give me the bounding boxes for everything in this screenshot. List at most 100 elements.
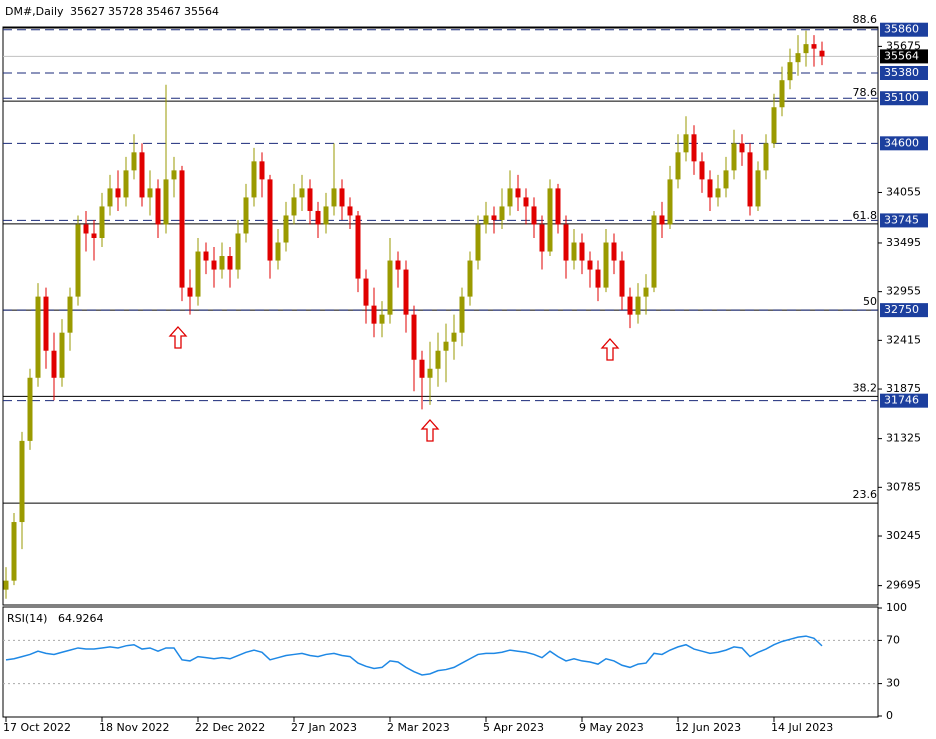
candle-body xyxy=(635,296,641,315)
candle-body xyxy=(723,170,729,189)
level-box xyxy=(880,136,928,151)
candle-body xyxy=(659,215,665,225)
candle-body xyxy=(139,152,145,198)
fib-label: 23.6 xyxy=(853,488,878,501)
candle-body xyxy=(387,260,393,315)
candle-body xyxy=(563,224,569,261)
last-open: 35627 xyxy=(70,5,105,18)
candle-body xyxy=(747,152,753,207)
candle-body xyxy=(507,188,513,207)
y-tick-label: 32955 xyxy=(886,285,921,298)
y-tick-label: 30785 xyxy=(886,480,921,493)
candle-body xyxy=(763,143,769,171)
candle-body xyxy=(731,143,737,171)
candle-body xyxy=(355,215,361,279)
candle-body xyxy=(739,143,745,153)
level-label: 31746 xyxy=(884,394,919,407)
candle-body xyxy=(643,287,649,297)
candle-body xyxy=(99,206,105,239)
candle-body xyxy=(131,152,137,171)
candle-body xyxy=(35,296,41,378)
candle-body xyxy=(771,107,777,144)
y-tick-label: 32415 xyxy=(886,333,921,346)
candle-body xyxy=(187,287,193,297)
level-box xyxy=(880,393,928,408)
candle-body xyxy=(787,62,793,81)
last-close: 35564 xyxy=(184,5,219,18)
candle-body xyxy=(259,161,265,180)
candle-body xyxy=(699,161,705,180)
candle-body xyxy=(83,224,89,234)
candle-body xyxy=(491,215,497,220)
x-tick-label: 22 Dec 2022 xyxy=(195,721,265,734)
y-tick-label: 33495 xyxy=(886,236,921,249)
price-panel xyxy=(2,26,879,606)
level-label: 35860 xyxy=(884,23,919,36)
symbol: DM#,Daily xyxy=(5,5,64,18)
x-tick-label: 9 May 2023 xyxy=(579,721,644,734)
candle-body xyxy=(715,188,721,198)
candle-body xyxy=(331,188,337,207)
arrow xyxy=(600,338,620,361)
candle-body xyxy=(235,233,241,270)
candle-body xyxy=(779,80,785,108)
candle-body xyxy=(67,296,73,333)
rsi-value: 64.9264 xyxy=(58,612,104,625)
y-tick-label: 30 xyxy=(886,677,900,690)
candle-body xyxy=(371,305,377,324)
candle-body xyxy=(523,197,529,207)
candle-body xyxy=(403,269,409,315)
last-price-box xyxy=(880,49,928,64)
candle-body xyxy=(579,242,585,261)
fib-label: 61.8 xyxy=(853,209,878,222)
candle-body xyxy=(811,44,817,49)
candle-body xyxy=(755,170,761,207)
candle-body xyxy=(499,206,505,220)
x-tick-label: 27 Jan 2023 xyxy=(291,721,357,734)
y-tick-label: 70 xyxy=(886,633,900,646)
candle-body xyxy=(251,161,257,198)
x-tick-label: 18 Nov 2022 xyxy=(99,721,169,734)
y-tick-label: 35675 xyxy=(886,39,921,52)
level-label: 35100 xyxy=(884,91,919,104)
level-box xyxy=(880,91,928,106)
candle-body xyxy=(299,188,305,198)
candle-body xyxy=(675,152,681,180)
candle-body xyxy=(43,296,49,351)
x-tick-label: 2 Mar 2023 xyxy=(387,721,450,734)
candle-body xyxy=(611,242,617,261)
candle-body xyxy=(595,269,601,288)
candle-body xyxy=(275,242,281,261)
level-box xyxy=(880,22,928,37)
candle-body xyxy=(547,188,553,252)
candle-body xyxy=(91,233,97,239)
level-label: 35380 xyxy=(884,66,919,79)
candle-body xyxy=(531,206,537,225)
candle-body xyxy=(435,350,441,369)
candle-body xyxy=(19,440,25,523)
y-tick-label: 0 xyxy=(886,709,893,722)
candle-body xyxy=(123,170,129,198)
fib-label: 78.6 xyxy=(853,86,878,99)
candle-body xyxy=(291,197,297,216)
arrow xyxy=(420,419,440,442)
candle-body xyxy=(603,242,609,288)
x-tick-label: 17 Oct 2022 xyxy=(3,721,71,734)
candle-body xyxy=(227,256,233,270)
candle-body xyxy=(571,242,577,261)
fib-label: 88.6 xyxy=(853,13,878,26)
candle-body xyxy=(51,350,57,378)
candle-body xyxy=(307,188,313,211)
rsi-name: RSI(14) xyxy=(7,612,47,625)
candle-body xyxy=(619,260,625,297)
candle-body xyxy=(803,44,809,54)
y-tick-label: 31875 xyxy=(886,382,921,395)
candle-body xyxy=(147,188,153,198)
level-box xyxy=(880,65,928,80)
y-tick-label: 30245 xyxy=(886,529,921,542)
candle-body xyxy=(211,260,217,270)
candle-body xyxy=(587,260,593,270)
candle-body xyxy=(795,53,801,63)
candle-body xyxy=(315,210,321,225)
level-label: 32750 xyxy=(884,303,919,316)
